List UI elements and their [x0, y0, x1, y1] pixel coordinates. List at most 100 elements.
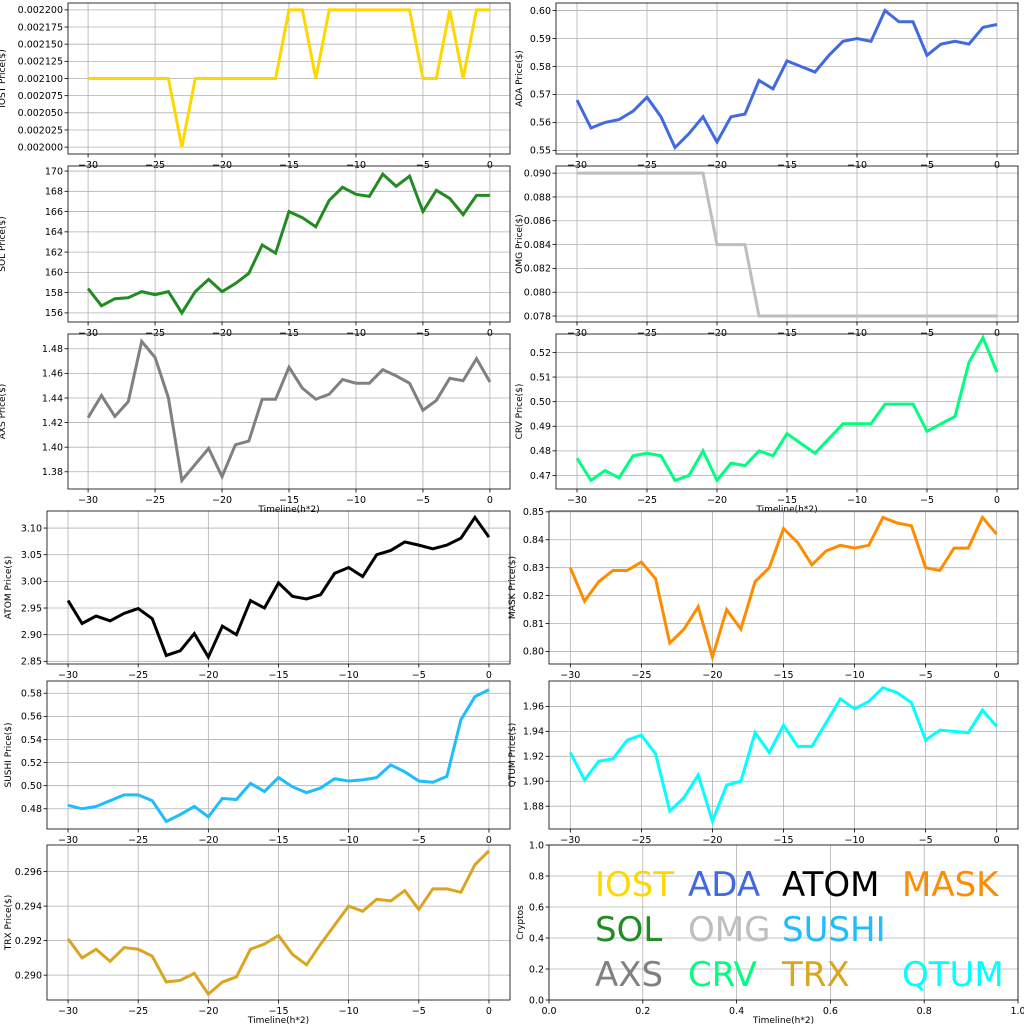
x-tick-label: −20 — [702, 835, 722, 846]
y-tick-label: 0.56 — [530, 118, 551, 129]
y-tick-label: 1.94 — [523, 727, 544, 738]
y-axis-label: ATOM Price($) — [4, 556, 14, 619]
y-tick-label: 0.84 — [523, 535, 544, 546]
x-tick-label: −25 — [145, 328, 165, 339]
y-tick-label: 0.292 — [15, 936, 42, 947]
y-tick-label: 0.81 — [523, 619, 544, 630]
y-tick-label: 0.084 — [524, 240, 551, 251]
y-tick-label: 0.0 — [529, 995, 544, 1006]
y-tick-label: 164 — [45, 227, 63, 238]
x-tick-label: −25 — [145, 495, 165, 506]
y-tick-label: 170 — [45, 166, 63, 177]
x-tick-label: −10 — [346, 328, 366, 339]
legend-label-trx: TRX — [781, 955, 850, 995]
y-tick-label: 0.002200 — [18, 5, 63, 16]
y-tick-label: 0.60 — [530, 6, 551, 17]
x-tick-label: −10 — [339, 1006, 359, 1017]
y-tick-label: 1.96 — [523, 702, 544, 713]
y-tick-label: 0.002025 — [18, 125, 63, 136]
y-tick-label: 0.49 — [530, 422, 551, 433]
plot-frame — [67, 333, 511, 490]
y-tick-label: 1.38 — [42, 467, 63, 478]
plot-frame — [555, 165, 1019, 323]
y-axis-label: SUSHI Price($) — [4, 723, 14, 788]
x-tick-label: −15 — [268, 1006, 288, 1017]
plot-frame — [548, 680, 1019, 830]
y-tick-label: 0.56 — [21, 712, 42, 723]
legend-label-iost: IOST — [595, 865, 674, 905]
x-tick-label: −20 — [707, 495, 727, 506]
x-tick-label: −15 — [777, 160, 797, 171]
x-tick-label: 0 — [487, 160, 493, 171]
y-tick-label: 0.82 — [523, 591, 544, 602]
plot-frame — [555, 2, 1019, 155]
x-tick-label: −15 — [279, 328, 299, 339]
series-line-crv-price — [575, 334, 999, 484]
x-tick-label: −5 — [416, 495, 430, 506]
panel-11: −30 −25 −20 −15 −10 −5 0 0.290 0.292 0.294 0.296 TR… — [4, 844, 511, 1024]
y-tick-label: 0.090 — [524, 168, 551, 179]
y-tick-label: 156 — [45, 308, 63, 319]
x-tick-label: −20 — [702, 670, 722, 681]
y-axis-label: ADA Price($) — [515, 50, 525, 107]
panel-7: −30 −25 −20 −15 −10 −5 0 2.85 2.90 2.95 3.00 3.05 3.… — [4, 510, 511, 681]
y-tick-label: 1.88 — [523, 801, 544, 812]
series-line-mask-price — [568, 514, 998, 663]
panel-1: −30 −25 −20 −15 −10 −5 0 0.002000 0.002025 0.0020… — [0, 2, 511, 171]
x-tick-label: 0 — [486, 835, 492, 846]
legend-label-mask: MASK — [902, 865, 1000, 905]
x-tick-label: −20 — [212, 328, 232, 339]
x-tick-label: 0 — [487, 328, 493, 339]
x-tick-label: −30 — [58, 835, 78, 846]
y-tick-label: 2.90 — [21, 630, 42, 641]
grid — [68, 166, 510, 322]
y-axis-label: Cryptos — [516, 905, 526, 940]
series-line-sushi-price — [67, 688, 490, 824]
x-tick-label: −20 — [198, 1006, 218, 1017]
y-axis-label: SOL Price($) — [0, 216, 8, 271]
series-line-iost-price — [88, 8, 490, 148]
x-axis-label: Timeline(h*2) — [755, 505, 817, 515]
y-tick-label: 1.0 — [529, 840, 544, 851]
legend-label-sol: SOL — [595, 910, 662, 950]
x-tick-label: 1.0 — [1010, 1006, 1024, 1017]
y-tick-label: 0.002100 — [18, 74, 63, 85]
series-line-trx-price — [66, 849, 491, 997]
x-tick-label: −20 — [707, 160, 727, 171]
x-tick-label: 0 — [487, 495, 493, 506]
y-tick-label: 0.294 — [15, 901, 42, 912]
series-line-qtum-price — [568, 686, 998, 826]
x-tick-label: −5 — [412, 670, 426, 681]
x-tick-label: −15 — [279, 160, 299, 171]
legend-label-crv: CRV — [688, 955, 757, 995]
x-tick-label: 0 — [994, 835, 1000, 846]
plot-frame — [46, 510, 511, 665]
y-tick-label: 1.46 — [42, 369, 63, 380]
panel-12: 0.0 0.2 0.4 0.6 0.8 1.0 0.0 0.2 0.4 0.6 0.8 1.0 Cryp… — [516, 840, 1024, 1024]
x-tick-label: −15 — [279, 495, 299, 506]
y-tick-label: 0.002000 — [18, 142, 63, 153]
x-tick-label: −15 — [773, 670, 793, 681]
x-tick-label: −25 — [637, 495, 657, 506]
x-tick-label: −5 — [919, 835, 933, 846]
y-tick-label: 0.088 — [524, 192, 551, 203]
x-axis-label: Timeline(h*2) — [752, 1016, 814, 1024]
plot-frame — [555, 333, 1019, 490]
x-tick-label: 0 — [994, 670, 1000, 681]
grid — [556, 334, 1018, 489]
x-tick-label: 0 — [486, 670, 492, 681]
x-tick-label: −5 — [920, 328, 934, 339]
y-tick-label: 0.48 — [530, 446, 551, 457]
y-tick-label: 0.290 — [15, 970, 42, 981]
y-tick-label: 160 — [45, 268, 63, 279]
y-axis-label: MASK Price($) — [508, 556, 518, 619]
x-tick-label: −30 — [58, 670, 78, 681]
x-tick-label: −10 — [845, 835, 865, 846]
y-tick-label: 3.05 — [21, 550, 42, 561]
x-tick-label: −30 — [560, 670, 580, 681]
x-tick-label: 0 — [994, 495, 1000, 506]
y-tick-label: 168 — [45, 187, 63, 198]
x-tick-label: −10 — [339, 835, 359, 846]
y-tick-label: 0.50 — [530, 397, 551, 408]
series-line-ada-price — [575, 8, 998, 151]
